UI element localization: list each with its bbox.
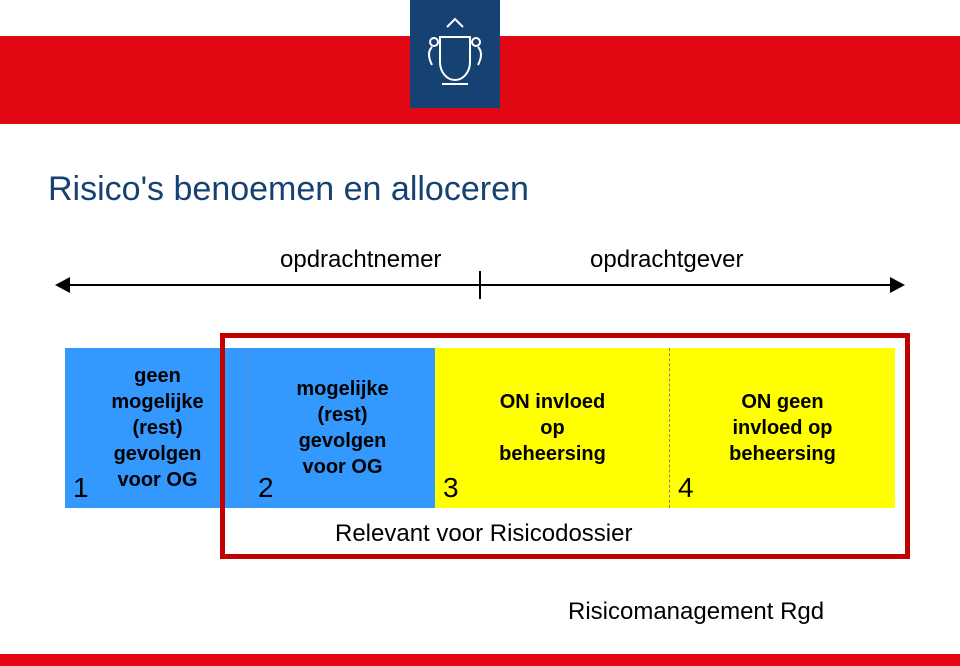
logo-panel [410, 0, 500, 108]
page-title: Risico's benoemen en alloceren [48, 170, 529, 209]
slide-stage: Risico's benoemen en allocerenopdrachtne… [0, 0, 960, 666]
spectrum-axis [0, 265, 960, 305]
relevant-label: Relevant voor Risicodossier [335, 520, 632, 548]
risk-box-number: 1 [73, 472, 89, 504]
footer-label: Risicomanagement Rgd [568, 598, 824, 626]
bottom-red-bar [0, 654, 960, 666]
rijksoverheid-crest-icon [420, 12, 490, 92]
